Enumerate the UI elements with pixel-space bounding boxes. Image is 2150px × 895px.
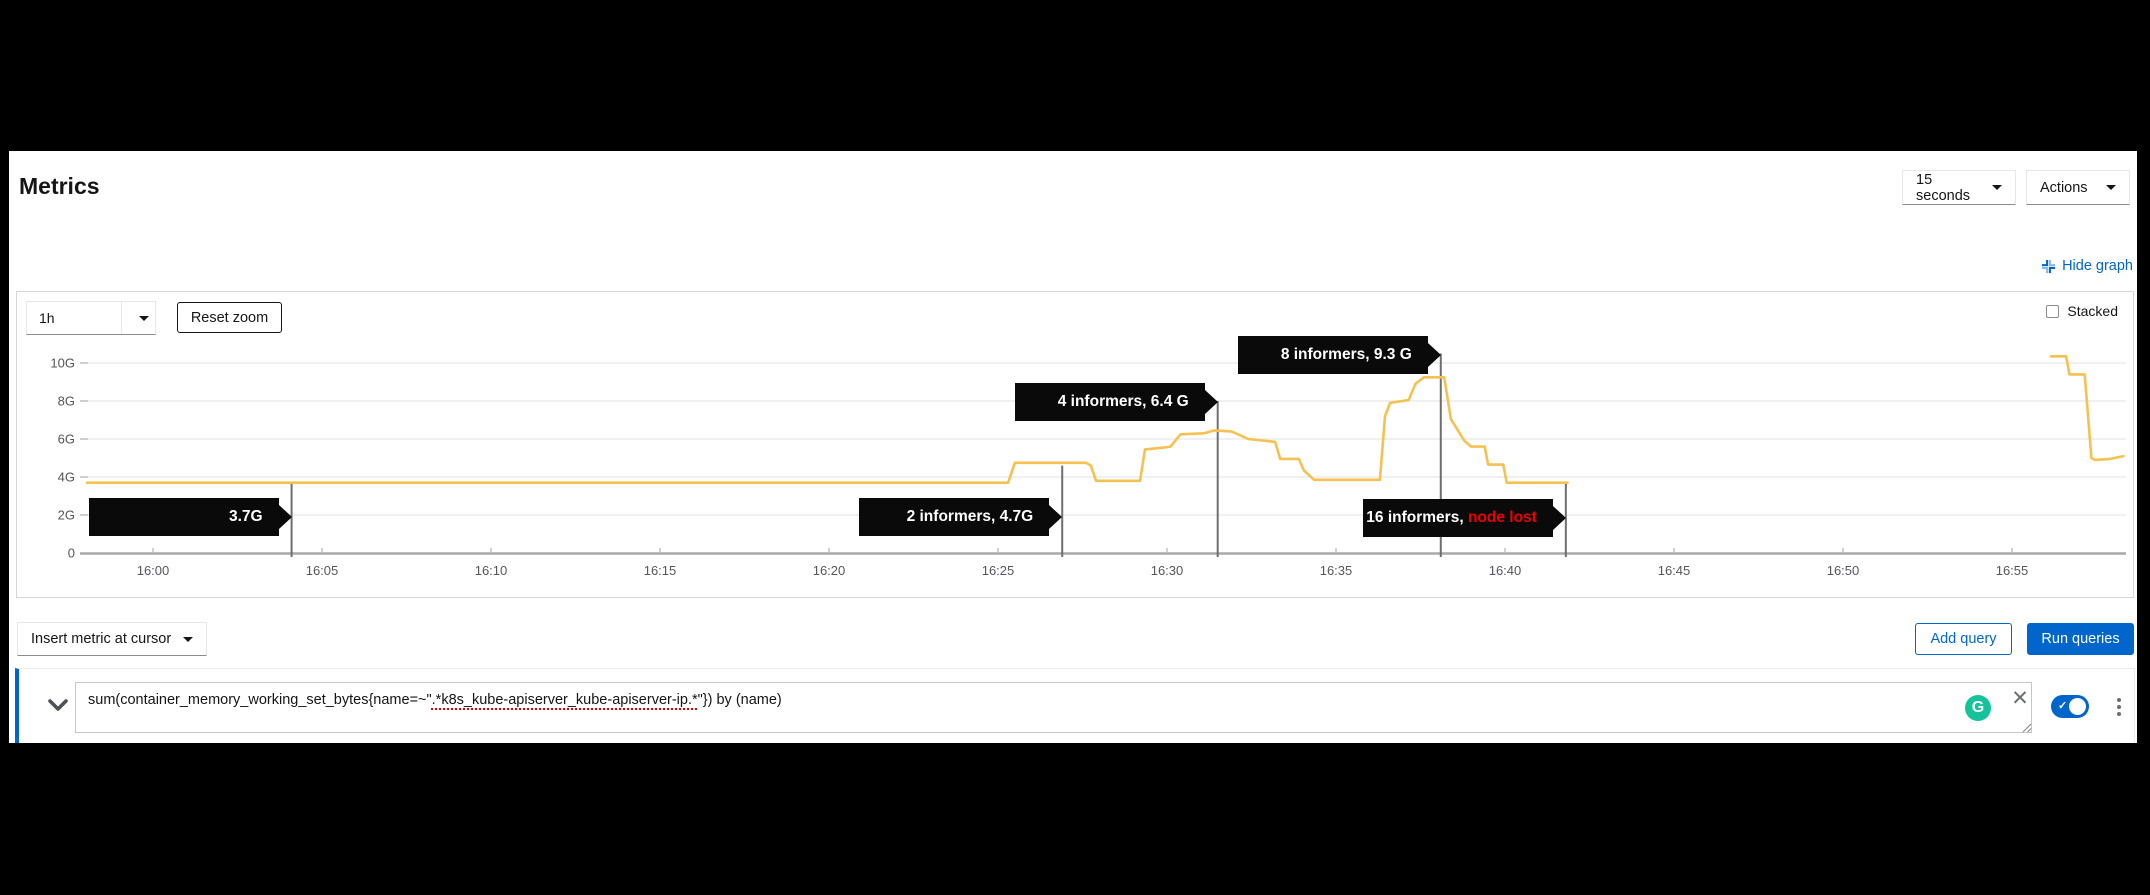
grammarly-icon[interactable]: G bbox=[1965, 695, 1991, 721]
toggle-knob bbox=[2069, 698, 2086, 715]
insert-metric-label: Insert metric at cursor bbox=[31, 631, 172, 647]
x-axis-tick-label: 16:00 bbox=[137, 563, 170, 578]
run-queries-button[interactable]: Run queries bbox=[2027, 623, 2134, 655]
x-axis-tick-label: 16:20 bbox=[813, 563, 846, 578]
y-axis-tick-label: 10G bbox=[50, 356, 75, 371]
hide-graph-label: Hide graph bbox=[2062, 258, 2133, 274]
reset-zoom-button[interactable]: Reset zoom bbox=[177, 302, 282, 333]
hide-graph-link[interactable]: Hide graph bbox=[2041, 258, 2133, 274]
close-icon[interactable]: ✕ bbox=[2007, 686, 2033, 712]
y-axis-tick-label: 4G bbox=[58, 470, 75, 485]
chevron-down-icon bbox=[2106, 185, 2116, 190]
memory-series-line bbox=[2049, 355, 2125, 462]
x-axis-tick-label: 16:40 bbox=[1489, 563, 1522, 578]
select-divider bbox=[121, 302, 122, 334]
x-axis-tick-label: 16:25 bbox=[982, 563, 1015, 578]
compress-icon bbox=[2042, 259, 2056, 273]
timespan-value: 1h bbox=[39, 310, 55, 326]
actions-dropdown[interactable]: Actions bbox=[2026, 170, 2130, 205]
x-axis-tick-label: 16:35 bbox=[1320, 563, 1353, 578]
memory-series-line bbox=[85, 376, 1569, 484]
y-axis-tick-label: 0 bbox=[68, 546, 75, 561]
metrics-chart[interactable]: 0 2G 4G 6G 8G 10G 16:00 16:05 16:10 16:15 16:20 16:… bbox=[17, 292, 2133, 597]
x-axis-tick-label: 16:10 bbox=[475, 563, 508, 578]
resize-handle[interactable] bbox=[2021, 722, 2032, 733]
y-axis-tick-label: 2G bbox=[58, 508, 75, 523]
refresh-interval-value: 15 seconds bbox=[1916, 171, 1971, 204]
metrics-page: Metrics 15 seconds Actions Hide graph 0 2… bbox=[9, 151, 2137, 743]
y-axis-tick-label: 8G bbox=[58, 394, 75, 409]
insert-metric-dropdown[interactable]: Insert metric at cursor bbox=[17, 622, 207, 656]
y-axis-tick-label: 6G bbox=[58, 432, 75, 447]
check-icon: ✓ bbox=[2058, 700, 2068, 712]
x-axis-tick-label: 16:50 bbox=[1827, 563, 1860, 578]
kebab-menu-icon[interactable] bbox=[2105, 693, 2133, 721]
query-enabled-toggle[interactable]: ✓ bbox=[2051, 695, 2089, 718]
add-query-button[interactable]: Add query bbox=[1915, 623, 2012, 655]
refresh-interval-dropdown[interactable]: 15 seconds bbox=[1902, 170, 2016, 205]
x-axis-tick-label: 16:45 bbox=[1658, 563, 1691, 578]
graph-panel: 0 2G 4G 6G 8G 10G 16:00 16:05 16:10 16:15 16:20 16:… bbox=[16, 291, 2134, 598]
x-axis-tick-label: 16:30 bbox=[1151, 563, 1184, 578]
x-axis-tick-label: 16:55 bbox=[1996, 563, 2029, 578]
query-card: sum(container_memory_working_set_bytes{n… bbox=[15, 668, 2135, 743]
query-text: sum(container_memory_working_set_bytes{n… bbox=[88, 692, 432, 708]
chevron-down-icon bbox=[48, 699, 68, 711]
chevron-down-icon bbox=[138, 315, 149, 321]
x-axis-tick-label: 16:15 bbox=[644, 563, 677, 578]
timespan-select[interactable]: 1h bbox=[26, 301, 156, 335]
query-expression-input[interactable]: sum(container_memory_working_set_bytes{n… bbox=[75, 682, 2032, 733]
chevron-down-icon bbox=[1992, 185, 2002, 190]
actions-dropdown-label: Actions bbox=[2040, 179, 2088, 196]
chevron-down-icon bbox=[183, 636, 193, 642]
stacked-label: Stacked bbox=[2067, 303, 2118, 319]
query-text-flagged: .*k8s_kube-apiserver_kube-apiserver-ip.* bbox=[431, 692, 698, 708]
query-text: "}) by (name) bbox=[697, 692, 782, 708]
expand-query-button[interactable] bbox=[43, 696, 73, 718]
x-axis-tick-label: 16:05 bbox=[306, 563, 339, 578]
stacked-option: Stacked bbox=[2046, 303, 2118, 319]
page-title: Metrics bbox=[19, 173, 100, 199]
stacked-checkbox[interactable] bbox=[2046, 304, 2060, 318]
